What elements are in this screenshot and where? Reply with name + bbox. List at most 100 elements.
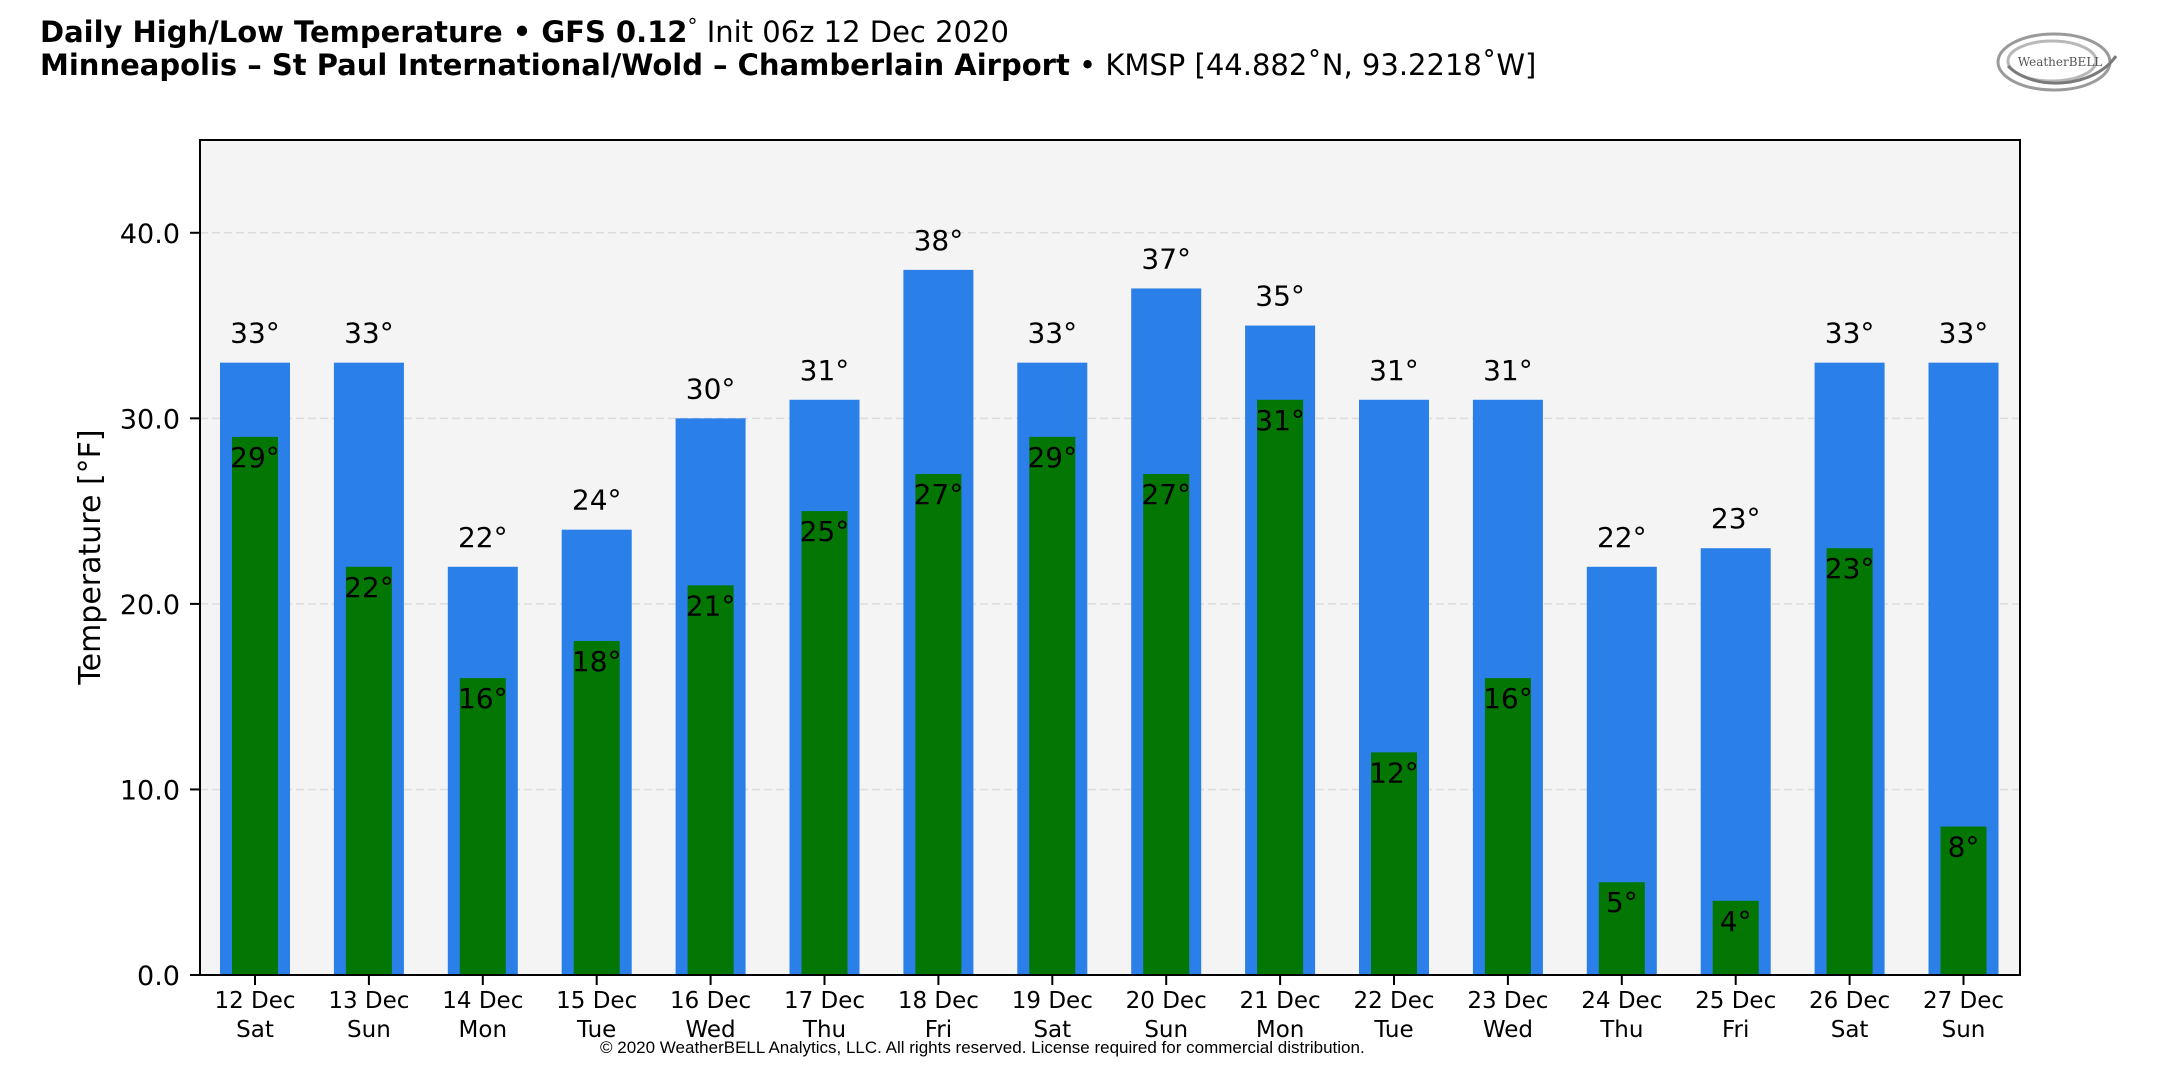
x-tick-day: Tue (1373, 1017, 1413, 1043)
low-bar (459, 678, 506, 975)
low-value-label: 16° (1483, 682, 1533, 715)
low-bar (1029, 436, 1076, 975)
y-tick-label: 40.0 (120, 219, 180, 250)
x-tick-date: 24 Dec (1581, 988, 1662, 1014)
x-tick-date: 16 Dec (670, 988, 751, 1014)
station-name: Minneapolis – St Paul International/Wold… (40, 48, 1070, 82)
low-value-label: 29° (1027, 441, 1077, 474)
high-value-label: 22° (1597, 521, 1647, 554)
high-value-label: 38° (914, 224, 964, 257)
high-value-label: 24° (572, 484, 622, 517)
low-value-label: 27° (1141, 478, 1191, 511)
low-value-label: 22° (344, 571, 394, 604)
x-tick-date: 17 Dec (784, 988, 865, 1014)
high-value-label: 33° (344, 317, 394, 350)
x-tick-day: Fri (1722, 1017, 1749, 1043)
high-value-label: 33° (1027, 317, 1077, 350)
x-axis: 12 Dec Sat 13 Dec Sun 14 Dec Mon 15 Dec Tue 16 D… (214, 975, 2004, 1043)
x-tick-day: Tue (576, 1017, 616, 1043)
low-bar (1826, 548, 1873, 975)
low-value-label: 27° (914, 478, 964, 511)
high-labels: 33° 33° 22° 24° 30° 31° 38° 33° 37° 35° 31° 31° 22° 2… (230, 224, 1988, 554)
y-tick-label: 30.0 (120, 404, 180, 435)
weatherbell-logo: WeatherBELL (1996, 32, 2118, 92)
y-tick-label: 0.0 (137, 961, 180, 992)
x-tick-date: 25 Dec (1695, 988, 1776, 1014)
high-value-label: 31° (1369, 354, 1419, 387)
chart-subtitle: Minneapolis – St Paul International/Wold… (40, 51, 1536, 80)
x-tick-date: 14 Dec (442, 988, 523, 1014)
x-tick-date: 12 Dec (214, 988, 295, 1014)
low-value-label: 8° (1948, 831, 1980, 864)
x-tick-day: Mon (1256, 1017, 1305, 1043)
x-tick-date: 13 Dec (328, 988, 409, 1014)
x-tick-day: Thu (1599, 1017, 1643, 1043)
low-bar (1598, 882, 1645, 975)
y-axis: 0.0 10.0 20.0 30.0 40.0 (120, 219, 200, 992)
low-value-label: 29° (230, 441, 280, 474)
low-value-label: 31° (1255, 404, 1305, 437)
low-bar (232, 436, 278, 975)
y-tick-label: 10.0 (120, 775, 180, 806)
x-tick-date: 18 Dec (898, 988, 979, 1014)
low-bars (232, 399, 1987, 975)
low-value-label: 25° (800, 515, 850, 548)
low-bar (573, 641, 620, 975)
subtitle-bullet: • (1079, 48, 1097, 82)
high-value-label: 33° (1825, 317, 1875, 350)
copyright-notice: © 2020 WeatherBELL Analytics, LLC. All r… (600, 1038, 1365, 1057)
high-value-label: 31° (800, 354, 850, 387)
x-tick-day: Mon (459, 1017, 508, 1043)
x-tick-day: Thu (802, 1017, 846, 1043)
x-tick-day: Sun (1144, 1017, 1188, 1043)
x-tick-date: 27 Dec (1923, 988, 2004, 1014)
low-value-label: 4° (1720, 905, 1752, 938)
high-value-label: 33° (230, 317, 280, 350)
low-bar (1940, 826, 1987, 975)
x-tick-date: 21 Dec (1240, 988, 1321, 1014)
high-value-label: 23° (1711, 502, 1761, 535)
logo-text: WeatherBELL (2018, 55, 2103, 69)
low-value-label: 16° (458, 682, 508, 715)
station-coordinates: KMSP [44.882˚N, 93.2218˚W] (1105, 48, 1537, 82)
x-tick-day: Sat (1033, 1017, 1071, 1043)
high-value-label: 31° (1483, 354, 1533, 387)
x-tick-date: 15 Dec (556, 988, 637, 1014)
low-bar (1484, 678, 1531, 975)
low-bar (915, 474, 962, 975)
chart-title: Daily High/Low Temperature • GFS 0.12° I… (40, 15, 1009, 49)
low-value-label: 12° (1369, 756, 1419, 789)
x-tick-day: Fri (925, 1017, 952, 1043)
x-tick-date: 20 Dec (1126, 988, 1207, 1014)
low-bar (345, 566, 392, 975)
low-bar (687, 585, 734, 975)
x-tick-date: 26 Dec (1809, 988, 1890, 1014)
x-tick-day: Wed (686, 1017, 736, 1043)
x-tick-day: Sat (1831, 1017, 1869, 1043)
x-tick-day: Sat (236, 1017, 274, 1043)
x-tick-day: Sun (347, 1017, 391, 1043)
low-value-label: 18° (572, 645, 622, 678)
low-bar (801, 511, 848, 975)
y-tick-label: 20.0 (120, 590, 180, 621)
low-bar (1712, 900, 1759, 975)
low-labels: 29° 22° 16° 18° 21° 25° 27° 29° 27° 31° 12° 16° 5° 4°… (230, 404, 1979, 938)
y-axis-label: Temperature [°F] (73, 429, 108, 685)
x-tick-date: 19 Dec (1012, 988, 1093, 1014)
low-value-label: 5° (1606, 886, 1638, 919)
high-value-label: 30° (686, 372, 736, 405)
high-value-label: 37° (1141, 242, 1191, 275)
low-bar (1257, 399, 1304, 975)
high-value-label: 35° (1255, 280, 1305, 313)
low-value-label: 23° (1825, 552, 1875, 585)
low-bar (1371, 752, 1417, 975)
low-value-label: 21° (686, 589, 736, 622)
x-tick-day: Sun (1942, 1017, 1986, 1043)
title-model: Daily High/Low Temperature • GFS 0.12 (40, 15, 688, 49)
high-value-label: 22° (458, 521, 508, 554)
title-degree-mark: ° (687, 14, 698, 38)
high-value-label: 33° (1939, 317, 1989, 350)
x-tick-date: 22 Dec (1353, 988, 1434, 1014)
plot-frame (199, 139, 2021, 976)
